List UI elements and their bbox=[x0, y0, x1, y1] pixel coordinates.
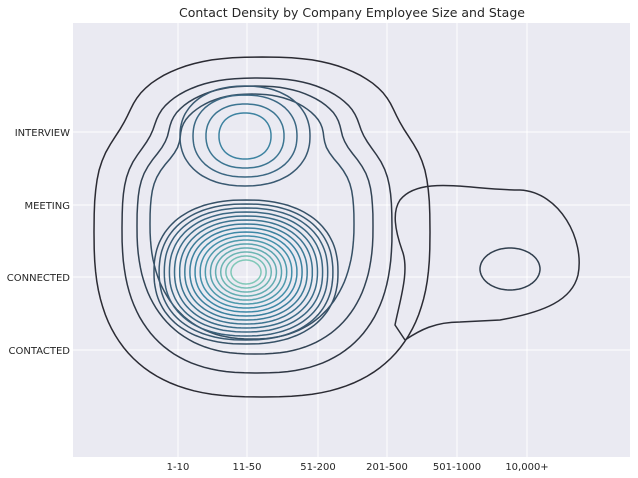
contour-main-peak-1 bbox=[158, 203, 334, 341]
contour-main-peak-11 bbox=[209, 243, 283, 301]
contour-outer-0 bbox=[93, 56, 431, 398]
contour-outer-2 bbox=[136, 85, 374, 355]
contour-main-peak-7 bbox=[189, 227, 303, 317]
contour-upper-lobe-3 bbox=[218, 112, 272, 160]
contour-main-peak-10 bbox=[204, 239, 288, 305]
contour-main-peak-15 bbox=[230, 259, 262, 285]
y-tick-label: CONTACTED bbox=[9, 346, 71, 357]
contour-main-peak-12 bbox=[214, 247, 278, 297]
contour-outer-1 bbox=[121, 77, 393, 374]
contour-outer-3 bbox=[149, 93, 355, 340]
y-tick-label: CONNECTED bbox=[7, 273, 71, 284]
contour-tail-outer bbox=[394, 184, 580, 342]
contour-upper-lobe-2 bbox=[205, 103, 285, 169]
plot-area bbox=[73, 23, 630, 457]
x-tick-label: 51-200 bbox=[300, 462, 335, 473]
y-tick-label: MEETING bbox=[24, 201, 70, 212]
chart-title: Contact Density by Company Employee Size… bbox=[179, 5, 525, 20]
y-axis-ticks: CONTACTED CONNECTED MEETING INTERVIEW bbox=[7, 128, 71, 357]
contour-main-peak-2 bbox=[163, 207, 329, 337]
contour-main-peak-14 bbox=[225, 255, 267, 289]
x-tick-label: 11-50 bbox=[232, 462, 261, 473]
contour-upper-lobe-0 bbox=[179, 85, 311, 187]
y-tick-label: INTERVIEW bbox=[15, 128, 70, 139]
density-contours bbox=[93, 56, 580, 398]
x-tick-label: 1-10 bbox=[167, 462, 190, 473]
contour-main-peak-0 bbox=[153, 199, 339, 345]
contour-main-peak-8 bbox=[194, 231, 298, 313]
contour-main-peak-9 bbox=[199, 235, 293, 309]
contour-upper-lobe-1 bbox=[192, 94, 298, 178]
contour-tail-inner bbox=[479, 247, 541, 291]
x-tick-label: 201-500 bbox=[366, 462, 408, 473]
contour-main-peak-13 bbox=[219, 251, 273, 293]
contour-main-peak-3 bbox=[168, 211, 324, 333]
contour-main-peak-4 bbox=[173, 215, 319, 329]
contour-main-peak-6 bbox=[184, 223, 308, 321]
x-tick-label: 501-1000 bbox=[433, 462, 481, 473]
contour-main-peak-5 bbox=[178, 219, 314, 325]
x-tick-label: 10,000+ bbox=[505, 462, 548, 473]
x-axis-ticks: 1-10 11-50 51-200 201-500 501-1000 10,000+ bbox=[167, 462, 549, 473]
